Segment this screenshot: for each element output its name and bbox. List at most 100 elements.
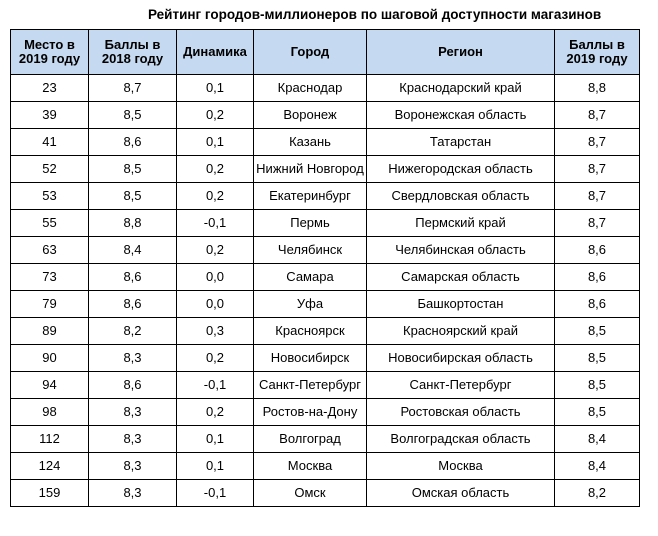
place-2019-cell: 98 [10,398,89,426]
score-2018-cell: 8,6 [88,371,177,399]
table-row: 41 8,6 0,1 Казань Татарстан 8,7 [10,128,640,156]
region-cell: Краснодарский край [366,74,555,102]
region-cell: Санкт-Петербург [366,371,555,399]
place-2019-cell: 39 [10,101,89,129]
dynamics-cell: -0,1 [176,479,254,507]
region-cell: Татарстан [366,128,555,156]
place-2019-cell: 90 [10,344,89,372]
table-row: 63 8,4 0,2 Челябинск Челябинская область 8,6 [10,236,640,264]
score-2019-cell: 8,7 [554,182,640,210]
score-2019-cell: 8,7 [554,128,640,156]
score-2019-cell: 8,6 [554,290,640,318]
score-2018-cell: 8,4 [88,236,177,264]
city-cell: Воронеж [253,101,367,129]
region-cell: Челябинская область [366,236,555,264]
city-cell: Уфа [253,290,367,318]
dynamics-cell: 0,1 [176,425,254,453]
score-2019-cell: 8,7 [554,101,640,129]
score-2018-cell: 8,3 [88,344,177,372]
dynamics-cell: 0,2 [176,344,254,372]
city-cell: Краснодар [253,74,367,102]
region-cell: Новосибирская область [366,344,555,372]
score-2019-cell: 8,7 [554,155,640,183]
score-2019-cell: 8,5 [554,371,640,399]
city-cell: Красноярск [253,317,367,345]
dynamics-cell: 0,3 [176,317,254,345]
place-2019-cell: 79 [10,290,89,318]
region-cell: Самарская область [366,263,555,291]
region-cell: Москва [366,452,555,480]
city-cell: Ростов-на-Дону [253,398,367,426]
col-header-score-2019: Баллы в 2019 году [554,29,640,75]
score-2019-cell: 8,8 [554,74,640,102]
place-2019-cell: 52 [10,155,89,183]
col-header-place-2019: Место в 2019 году [10,29,89,75]
place-2019-cell: 63 [10,236,89,264]
score-2019-cell: 8,6 [554,236,640,264]
col-header-dynamics: Динамика [176,29,254,75]
score-2019-cell: 8,5 [554,398,640,426]
table-row: 52 8,5 0,2 Нижний Новгород Нижегородская обл… [10,155,640,183]
score-2018-cell: 8,2 [88,317,177,345]
table-row: 124 8,3 0,1 Москва Москва 8,4 [10,452,640,480]
table-row: 23 8,7 0,1 Краснодар Краснодарский край 8,8 [10,74,640,102]
city-cell: Омск [253,479,367,507]
dynamics-cell: 0,2 [176,182,254,210]
city-cell: Казань [253,128,367,156]
score-2018-cell: 8,5 [88,155,177,183]
place-2019-cell: 112 [10,425,89,453]
table-body: 23 8,7 0,1 Краснодар Краснодарский край 8,8 39… [10,74,640,507]
dynamics-cell: 0,1 [176,128,254,156]
place-2019-cell: 159 [10,479,89,507]
dynamics-cell: 0,2 [176,236,254,264]
score-2018-cell: 8,6 [88,128,177,156]
score-2019-cell: 8,6 [554,263,640,291]
score-2018-cell: 8,3 [88,452,177,480]
table-row: 159 8,3 -0,1 Омск Омская область 8,2 [10,479,640,507]
score-2018-cell: 8,5 [88,101,177,129]
place-2019-cell: 94 [10,371,89,399]
table-row: 39 8,5 0,2 Воронеж Воронежская область 8,7 [10,101,640,129]
region-cell: Пермский край [366,209,555,237]
table-row: 55 8,8 -0,1 Пермь Пермский край 8,7 [10,209,640,237]
table-row: 90 8,3 0,2 Новосибирск Новосибирская область… [10,344,640,372]
col-header-city: Город [253,29,367,75]
score-2018-cell: 8,3 [88,398,177,426]
score-2019-cell: 8,2 [554,479,640,507]
place-2019-cell: 41 [10,128,89,156]
table-row: 94 8,6 -0,1 Санкт-Петербург Санкт-Петербург 8… [10,371,640,399]
dynamics-cell: 0,0 [176,290,254,318]
score-2018-cell: 8,3 [88,479,177,507]
region-cell: Омская область [366,479,555,507]
rating-table: Место в 2019 году Баллы в 2018 году Дина… [10,29,640,507]
score-2018-cell: 8,7 [88,74,177,102]
dynamics-cell: 0,2 [176,155,254,183]
dynamics-cell: 0,2 [176,398,254,426]
city-cell: Волгоград [253,425,367,453]
header-row: Место в 2019 году Баллы в 2018 году Дина… [10,29,640,75]
place-2019-cell: 23 [10,74,89,102]
city-cell: Москва [253,452,367,480]
score-2019-cell: 8,5 [554,344,640,372]
table-row: 98 8,3 0,2 Ростов-на-Дону Ростовская область… [10,398,640,426]
place-2019-cell: 73 [10,263,89,291]
dynamics-cell: 0,0 [176,263,254,291]
score-2018-cell: 8,8 [88,209,177,237]
score-2018-cell: 8,5 [88,182,177,210]
region-cell: Красноярский край [366,317,555,345]
col-header-score-2018: Баллы в 2018 году [88,29,177,75]
col-header-region: Регион [366,29,555,75]
region-cell: Башкортостан [366,290,555,318]
table-row: 89 8,2 0,3 Красноярск Красноярский край 8,5 [10,317,640,345]
dynamics-cell: -0,1 [176,209,254,237]
score-2018-cell: 8,6 [88,290,177,318]
score-2019-cell: 8,4 [554,425,640,453]
region-cell: Свердловская область [366,182,555,210]
city-cell: Санкт-Петербург [253,371,367,399]
dynamics-cell: 0,2 [176,101,254,129]
score-2018-cell: 8,3 [88,425,177,453]
city-cell: Пермь [253,209,367,237]
dynamics-cell: -0,1 [176,371,254,399]
region-cell: Нижегородская область [366,155,555,183]
city-cell: Новосибирск [253,344,367,372]
